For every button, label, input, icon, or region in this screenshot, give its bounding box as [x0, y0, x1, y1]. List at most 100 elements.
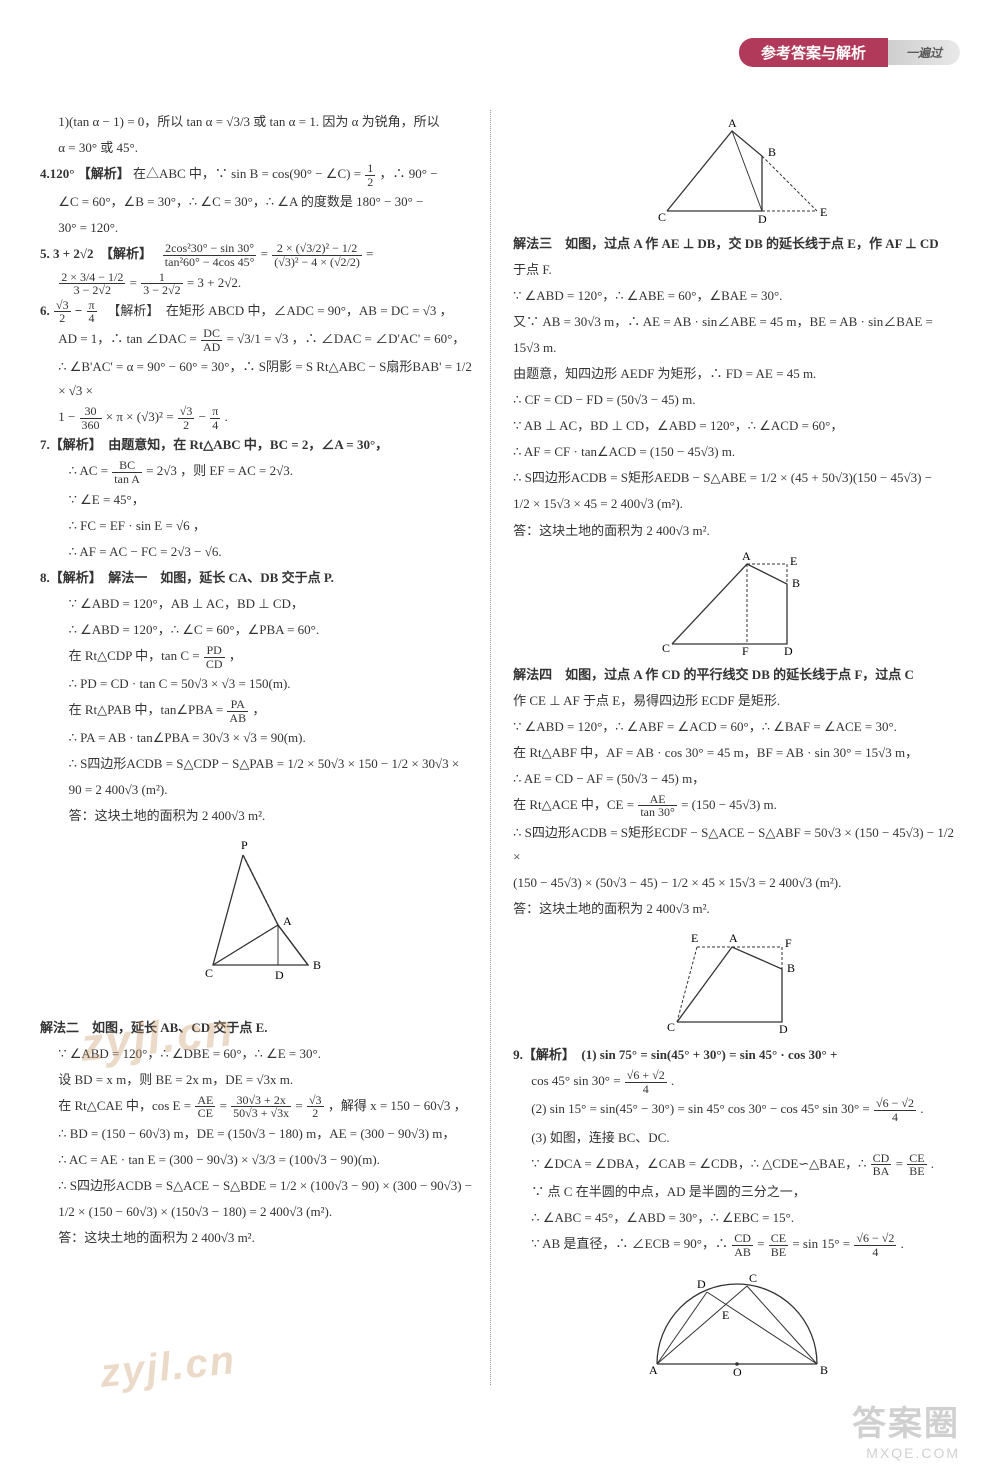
fraction: √6 + √24 [625, 1069, 667, 1095]
svg-text:A: A [728, 116, 737, 130]
text: ∴ BD = (150 − 60√3) m，DE = (150√3 − 180)… [40, 1122, 476, 1146]
fraction: DCAD [201, 327, 222, 353]
svg-text:E: E [820, 205, 827, 219]
text: 4.120° 【解析】 [40, 166, 133, 181]
text: 在 Rt△PAB 中，tan∠PBA = PAAB ， [40, 698, 476, 724]
diagram-5: A B C D E O [637, 1264, 837, 1379]
text: . [931, 1156, 934, 1171]
text: 15√3 m. [513, 336, 960, 360]
text: 30° = 120°. [40, 216, 476, 240]
text: ∴ AF = AC − FC = 2√3 − √6. [40, 540, 476, 564]
fraction: AECE [195, 1094, 215, 1120]
fraction: π4 [87, 299, 97, 325]
svg-text:B: B [820, 1363, 828, 1377]
text: ， [252, 702, 265, 717]
text: = [130, 275, 141, 290]
fraction: √6 − √24 [874, 1097, 916, 1123]
text: 又∵ AB = 30√3 m，∴ AE = AB · sin∠ABE = 45 … [513, 310, 960, 334]
item-6: 6. √32 − π4 【解析】 在矩形 ABCD 中，∠ADC = 90°，A… [40, 299, 476, 325]
svg-text:B: B [792, 576, 800, 590]
text: ∵ AB 是直径，∴ ∠ECB = 90°，∴ CDAB = CEBE = si… [513, 1232, 960, 1258]
text: ，∴ 90° − [380, 166, 438, 181]
text: ∴ AE = CD − AF = (50√3 − 45) m， [513, 767, 960, 791]
svg-text:D: D [697, 1277, 706, 1291]
svg-text:B: B [787, 961, 795, 975]
fraction: CEBE [769, 1232, 788, 1258]
text: 答：这块土地的面积为 2 400√3 m². [40, 804, 476, 828]
text: 答：这块土地的面积为 2 400√3 m². [513, 519, 960, 543]
svg-text:F: F [785, 936, 792, 950]
text: AD = 1，∴ tan ∠DAC = DCAD = √3/1 = √3 ，∴ … [40, 327, 476, 353]
text: (2) sin 15° = sin(45° − 30°) = sin 45° c… [531, 1101, 873, 1116]
left-column: 1)(tan α − 1) = 0，所以 tan α = √3/3 或 tan … [40, 110, 491, 1385]
text: − [75, 303, 86, 318]
fraction: CDAB [732, 1232, 753, 1258]
watermark-brand-small: MXQE.COM [852, 1445, 960, 1461]
text: ∵ ∠DCA = ∠DBA，∠CAB = ∠CDB，∴ △CDE∽△BAE，∴ … [513, 1152, 960, 1178]
diagram-1: P A B C D [183, 835, 333, 1010]
text: × π × (√3)² = [106, 409, 177, 424]
text: = [896, 1156, 907, 1171]
fraction: 2 × (√3/2)² − 1/2(√3)² − 4 × (√2/2) [272, 242, 362, 268]
text: cos 45° sin 30° = √6 + √24 . [513, 1069, 960, 1095]
text: 在 Rt△CAE 中，cos E = [58, 1098, 194, 1113]
text: (150 − 45√3) × (50√3 − 45) − 1/2 × 45 × … [513, 871, 960, 895]
text: ∴ CF = CD − FD = (50√3 − 45) m. [513, 388, 960, 412]
item-8: 8.【解析】 解法一 如图，延长 CA、DB 交于点 P. [40, 566, 476, 590]
text: ∵ ∠ABD = 120°，∴ ∠ABF = ∠ACD = 60°，∴ ∠BAF… [513, 715, 960, 739]
text: ∵ ∠ABD = 120°，∴ ∠DBE = 60°，∴ ∠E = 30°. [40, 1042, 476, 1066]
text: ∵ AB 是直径，∴ ∠ECB = 90°，∴ [531, 1236, 731, 1251]
svg-text:C: C [205, 966, 213, 980]
text: 90 = 2 400√3 (m²). [40, 778, 476, 802]
fraction: CEBE [907, 1152, 926, 1178]
text: ∴ S四边形ACDB = S矩形AEDB − S△ABE = 1/2 × (45… [513, 466, 960, 490]
text: 在 Rt△PAB 中，tan∠PBA = [69, 702, 227, 717]
text: 在△ABC 中，∵ sin B = cos(90° − ∠C) = [133, 166, 364, 181]
svg-text:D: D [275, 968, 284, 982]
fraction: √6 − √24 [854, 1232, 896, 1258]
text: 2 × 3/4 − 1/23 − 2√2 = 13 − 2√2 = 3 + 2√… [40, 271, 476, 297]
text: ∵ 点 C 在半圆的中点，AD 是半圆的三分之一， [513, 1180, 960, 1204]
text: . [920, 1101, 923, 1116]
svg-text:E: E [691, 931, 698, 945]
text: ∴ AC = AE · tan E = (300 − 90√3) × √3/3 … [40, 1148, 476, 1172]
text: 1 − [58, 409, 78, 424]
text: = [295, 1098, 306, 1113]
diagram-4: E A F B C D [657, 927, 817, 1037]
svg-text:E: E [722, 1308, 729, 1322]
badge-main-text: 参考答案与解析 [739, 38, 888, 67]
svg-text:C: C [658, 210, 666, 224]
text: . [671, 1073, 674, 1088]
text: 解法三 如图，过点 A 作 AE ⊥ DB，交 DB 的延长线于点 E，作 AF… [513, 232, 960, 256]
svg-text:O: O [733, 1365, 742, 1379]
text: ∴ PA = AB · tan∠PBA = 30√3 × √3 = 90(m). [40, 726, 476, 750]
text: 设 BD = x m，则 BE = 2x m，DE = √3x m. [40, 1068, 476, 1092]
text: 【解析】 在矩形 ABCD 中，∠ADC = 90°，AB = DC = √3 … [101, 303, 453, 318]
item-4: 4.120° 【解析】 在△ABC 中，∵ sin B = cos(90° − … [40, 162, 476, 188]
text: ∴ S四边形ACDB = S矩形ECDF − S△ACE − S△ABF = 5… [513, 821, 960, 869]
header-badge: 参考答案与解析 一遍过 [739, 38, 960, 67]
text: 在 Rt△ACE 中，CE = [513, 797, 637, 812]
text: = 2√3 ，则 EF = AC = 2√3. [146, 464, 293, 479]
text: 1/2 × 15√3 × 45 = 2 400√3 (m²). [513, 492, 960, 516]
text: ∴ ∠ABD = 120°，∴ ∠C = 60°，∠PBA = 60°. [40, 618, 476, 642]
text: = (150 − 45√3) m. [681, 797, 777, 812]
text: 解法四 如图，过点 A 作 CD 的平行线交 DB 的延长线于点 F，过点 C [513, 663, 960, 687]
text: ∴ S四边形ACDB = S△CDP − S△PAB = 1/2 × 50√3 … [40, 752, 476, 776]
svg-text:C: C [662, 641, 670, 655]
svg-text:B: B [313, 958, 321, 972]
text: 1 − 30360 × π × (√3)² = √32 − π4 . [40, 405, 476, 431]
text: = sin 15° = [792, 1236, 853, 1251]
fraction: 2 × 3/4 − 1/23 − 2√2 [59, 271, 125, 297]
text: = [261, 246, 272, 261]
text: AD = 1，∴ tan ∠DAC = [58, 331, 200, 346]
right-column: A B C D E 解法三 如图，过点 A 作 AE ⊥ DB，交 DB 的延长… [509, 110, 960, 1385]
fraction: π4 [210, 405, 220, 431]
text: ∴ ∠ABC = 45°，∠ABD = 30°，∴ ∠EBC = 15°. [513, 1206, 960, 1230]
svg-text:P: P [241, 838, 248, 852]
watermark-brand: 答案圈 MXQE.COM [852, 1396, 960, 1461]
fraction: 30360 [80, 405, 102, 431]
text: 在 Rt△ABF 中，AF = AB · cos 30° = 45 m，BF =… [513, 741, 960, 765]
text: (2) sin 15° = sin(45° − 30°) = sin 45° c… [513, 1097, 960, 1123]
svg-text:C: C [749, 1271, 757, 1285]
